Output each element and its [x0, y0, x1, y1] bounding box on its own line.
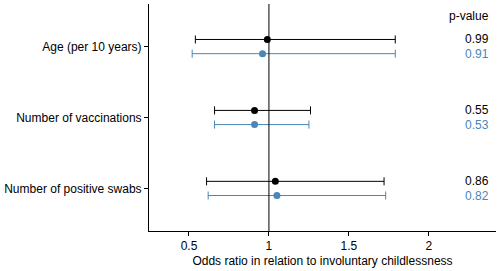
svg-text:0.53: 0.53: [465, 118, 489, 132]
svg-text:0.91: 0.91: [465, 47, 489, 61]
svg-text:0.5: 0.5: [181, 239, 198, 253]
svg-text:Odds ratio in relation to invo: Odds ratio in relation to involuntary ch…: [192, 254, 452, 268]
svg-text:0.55: 0.55: [465, 103, 489, 117]
svg-text:Number of positive swabs: Number of positive swabs: [4, 182, 141, 196]
svg-text:0.86: 0.86: [465, 174, 489, 188]
svg-text:0.82: 0.82: [465, 189, 489, 203]
svg-text:1.5: 1.5: [341, 239, 358, 253]
svg-text:1: 1: [266, 239, 273, 253]
svg-text:Number of vaccinations: Number of vaccinations: [16, 111, 141, 125]
svg-text:2: 2: [425, 239, 432, 253]
svg-text:Age (per 10 years): Age (per 10 years): [42, 40, 141, 54]
svg-text:0.99: 0.99: [465, 32, 489, 46]
svg-text:p-value: p-value: [449, 9, 489, 23]
